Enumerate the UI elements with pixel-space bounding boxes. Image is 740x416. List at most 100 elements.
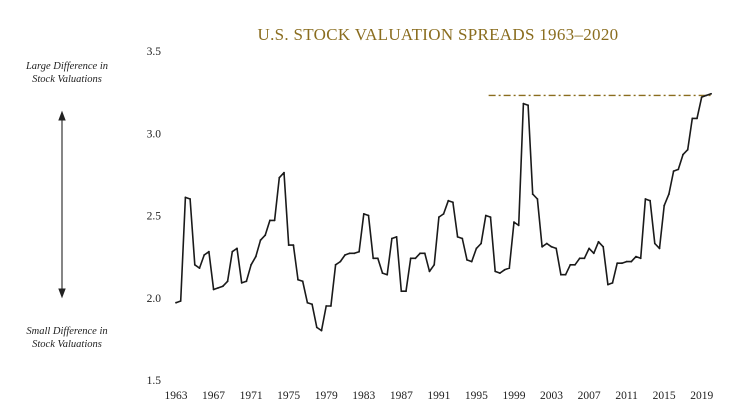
data-point [339,260,342,263]
data-point [348,252,351,255]
data-point [222,285,224,288]
data-point [428,270,431,273]
data-point [499,272,501,274]
series-layer [175,92,712,332]
data-point [367,214,370,217]
data-point [668,193,670,196]
data-point [212,288,215,291]
y-tick-label: 3.5 [147,46,162,58]
data-point [682,153,684,156]
data-point [710,92,712,95]
data-point [470,260,473,263]
x-axis-ticks: 1963 1967 1971 1975 1979 1983 1987 1991 1995 1999… [165,390,714,402]
data-point [611,282,614,284]
data-point [489,216,492,219]
chart-title: U.S. STOCK VALUATION SPREADS 1963–2020 [258,25,619,44]
data-point [423,252,426,255]
data-point [621,262,623,265]
data-point [536,198,539,200]
data-point [362,213,365,215]
data-point [405,290,407,293]
x-tick-label: 1991 [427,390,450,402]
x-tick-label: 1999 [502,390,525,402]
data-point [447,199,450,202]
data-point [555,247,558,250]
data-point [696,117,698,120]
data-point [376,257,379,260]
data-point [630,260,633,263]
data-point [250,263,253,266]
data-point [273,219,276,222]
data-point [189,198,192,200]
data-point [419,252,421,255]
y-tick-label: 2.5 [147,211,162,223]
data-point [226,280,229,283]
data-point [301,280,304,283]
data-point [517,224,520,227]
data-point [320,329,323,332]
x-tick-label: 2007 [578,390,601,402]
data-point [705,94,708,97]
data-point [522,102,525,105]
data-point [334,263,337,266]
data-point [198,267,201,269]
data-point [466,259,468,261]
x-tick-label: 1963 [165,390,188,402]
data-point [372,257,375,260]
data-point [513,221,515,224]
data-point [456,236,459,238]
data-point [311,303,313,306]
data-point [278,176,281,179]
data-point [625,260,628,263]
data-point [484,214,487,217]
data-point [574,263,576,266]
data-point [264,234,267,237]
data-point [452,201,454,204]
x-tick-label: 2003 [540,390,563,402]
data-point [442,213,445,215]
data-point [663,204,666,207]
data-point [433,263,436,266]
x-tick-label: 1987 [390,390,413,402]
data-point [588,247,590,250]
y-axis-ticks: 1.5 2.0 2.5 3.0 3.5 [147,46,162,387]
x-tick-label: 1975 [277,390,300,402]
data-point [409,257,412,260]
data-point [503,268,506,271]
data-point [358,250,360,253]
x-tick-label: 2015 [653,390,676,402]
x-tick-label: 1971 [240,390,263,402]
top-label-line-1: Large Difference in [25,61,108,72]
bottom-label-line-2: Stock Valuations [32,339,102,350]
data-point [569,263,572,266]
data-point [297,278,299,281]
series-line [175,93,712,332]
data-point [691,117,694,120]
data-point [531,193,534,196]
data-point [175,301,177,304]
data-point [653,242,656,245]
data-point [541,245,543,248]
data-point [325,305,328,307]
data-point [592,252,595,255]
data-point [259,239,262,242]
bottom-label-line-1: Small Difference in [26,326,107,337]
data-point [236,247,238,250]
data-point [193,263,196,266]
data-point [344,254,346,256]
data-point [461,237,464,240]
data-point [700,96,703,98]
data-point [395,236,398,238]
data-point [306,301,309,304]
data-point [353,252,356,255]
y-tick-label: 3.0 [147,128,162,140]
data-point [400,290,403,293]
data-point [639,257,642,260]
range-arrow-up-head [58,110,66,121]
data-point [635,255,637,258]
data-point [208,250,210,253]
y-tick-label: 2.0 [147,293,162,305]
data-point [269,219,271,222]
data-point [677,168,680,171]
